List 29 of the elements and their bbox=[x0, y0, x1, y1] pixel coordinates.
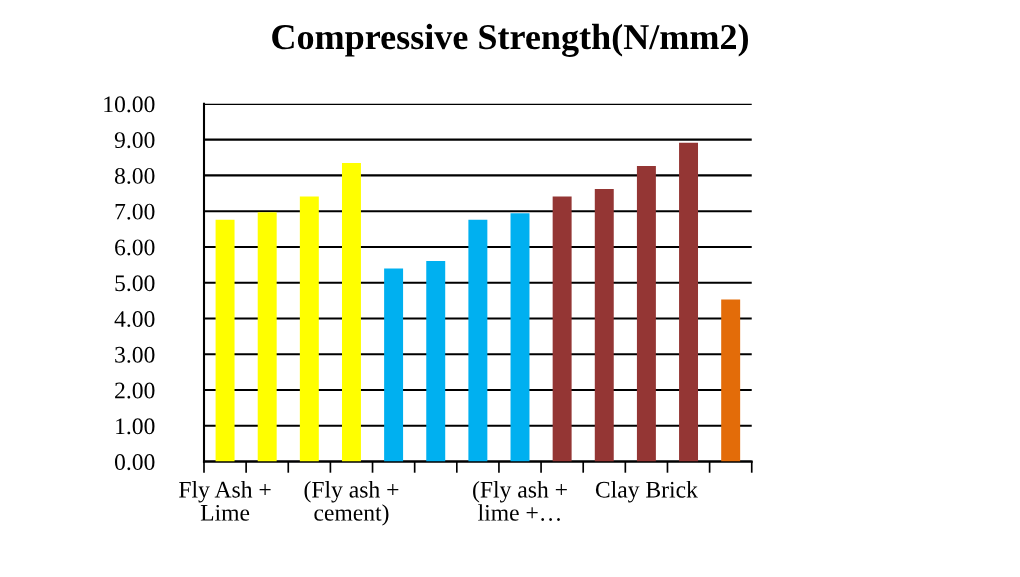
x-tick-label: (Fly ash + lime +… bbox=[473, 481, 567, 521]
bar bbox=[215, 219, 235, 462]
x-tick-label: Clay Brick bbox=[595, 481, 698, 503]
bar bbox=[636, 166, 656, 462]
y-tick-label: 3.00 bbox=[115, 346, 155, 363]
y-tick-label: 0.00 bbox=[114, 454, 155, 471]
bar bbox=[341, 162, 361, 462]
bar bbox=[257, 212, 277, 462]
bar bbox=[721, 299, 741, 462]
y-tick-label: 2.00 bbox=[115, 382, 155, 399]
y-tick-label: 1.00 bbox=[116, 418, 155, 435]
bar bbox=[552, 196, 572, 462]
bar bbox=[426, 260, 446, 462]
bar bbox=[384, 268, 404, 462]
bar bbox=[299, 196, 319, 462]
y-tick-label: 5.00 bbox=[115, 275, 155, 292]
y-tick-label: 9.00 bbox=[114, 132, 155, 149]
bar bbox=[679, 142, 699, 462]
bar bbox=[594, 189, 614, 462]
bar bbox=[510, 213, 530, 462]
y-tick-label: 7.00 bbox=[115, 203, 155, 220]
y-tick-label: 6.00 bbox=[115, 239, 155, 256]
y-tick-label: 8.00 bbox=[114, 167, 155, 184]
chart-title: Compressive Strength(N/mm2) bbox=[272, 23, 748, 57]
bar bbox=[468, 219, 488, 462]
x-tick-label: Fly Ash + Lime bbox=[179, 481, 271, 521]
x-tick-label: (Fly ash + cement) bbox=[304, 481, 399, 526]
y-tick-label: 4.00 bbox=[114, 310, 155, 328]
y-tick-label: 10.00 bbox=[104, 96, 155, 113]
